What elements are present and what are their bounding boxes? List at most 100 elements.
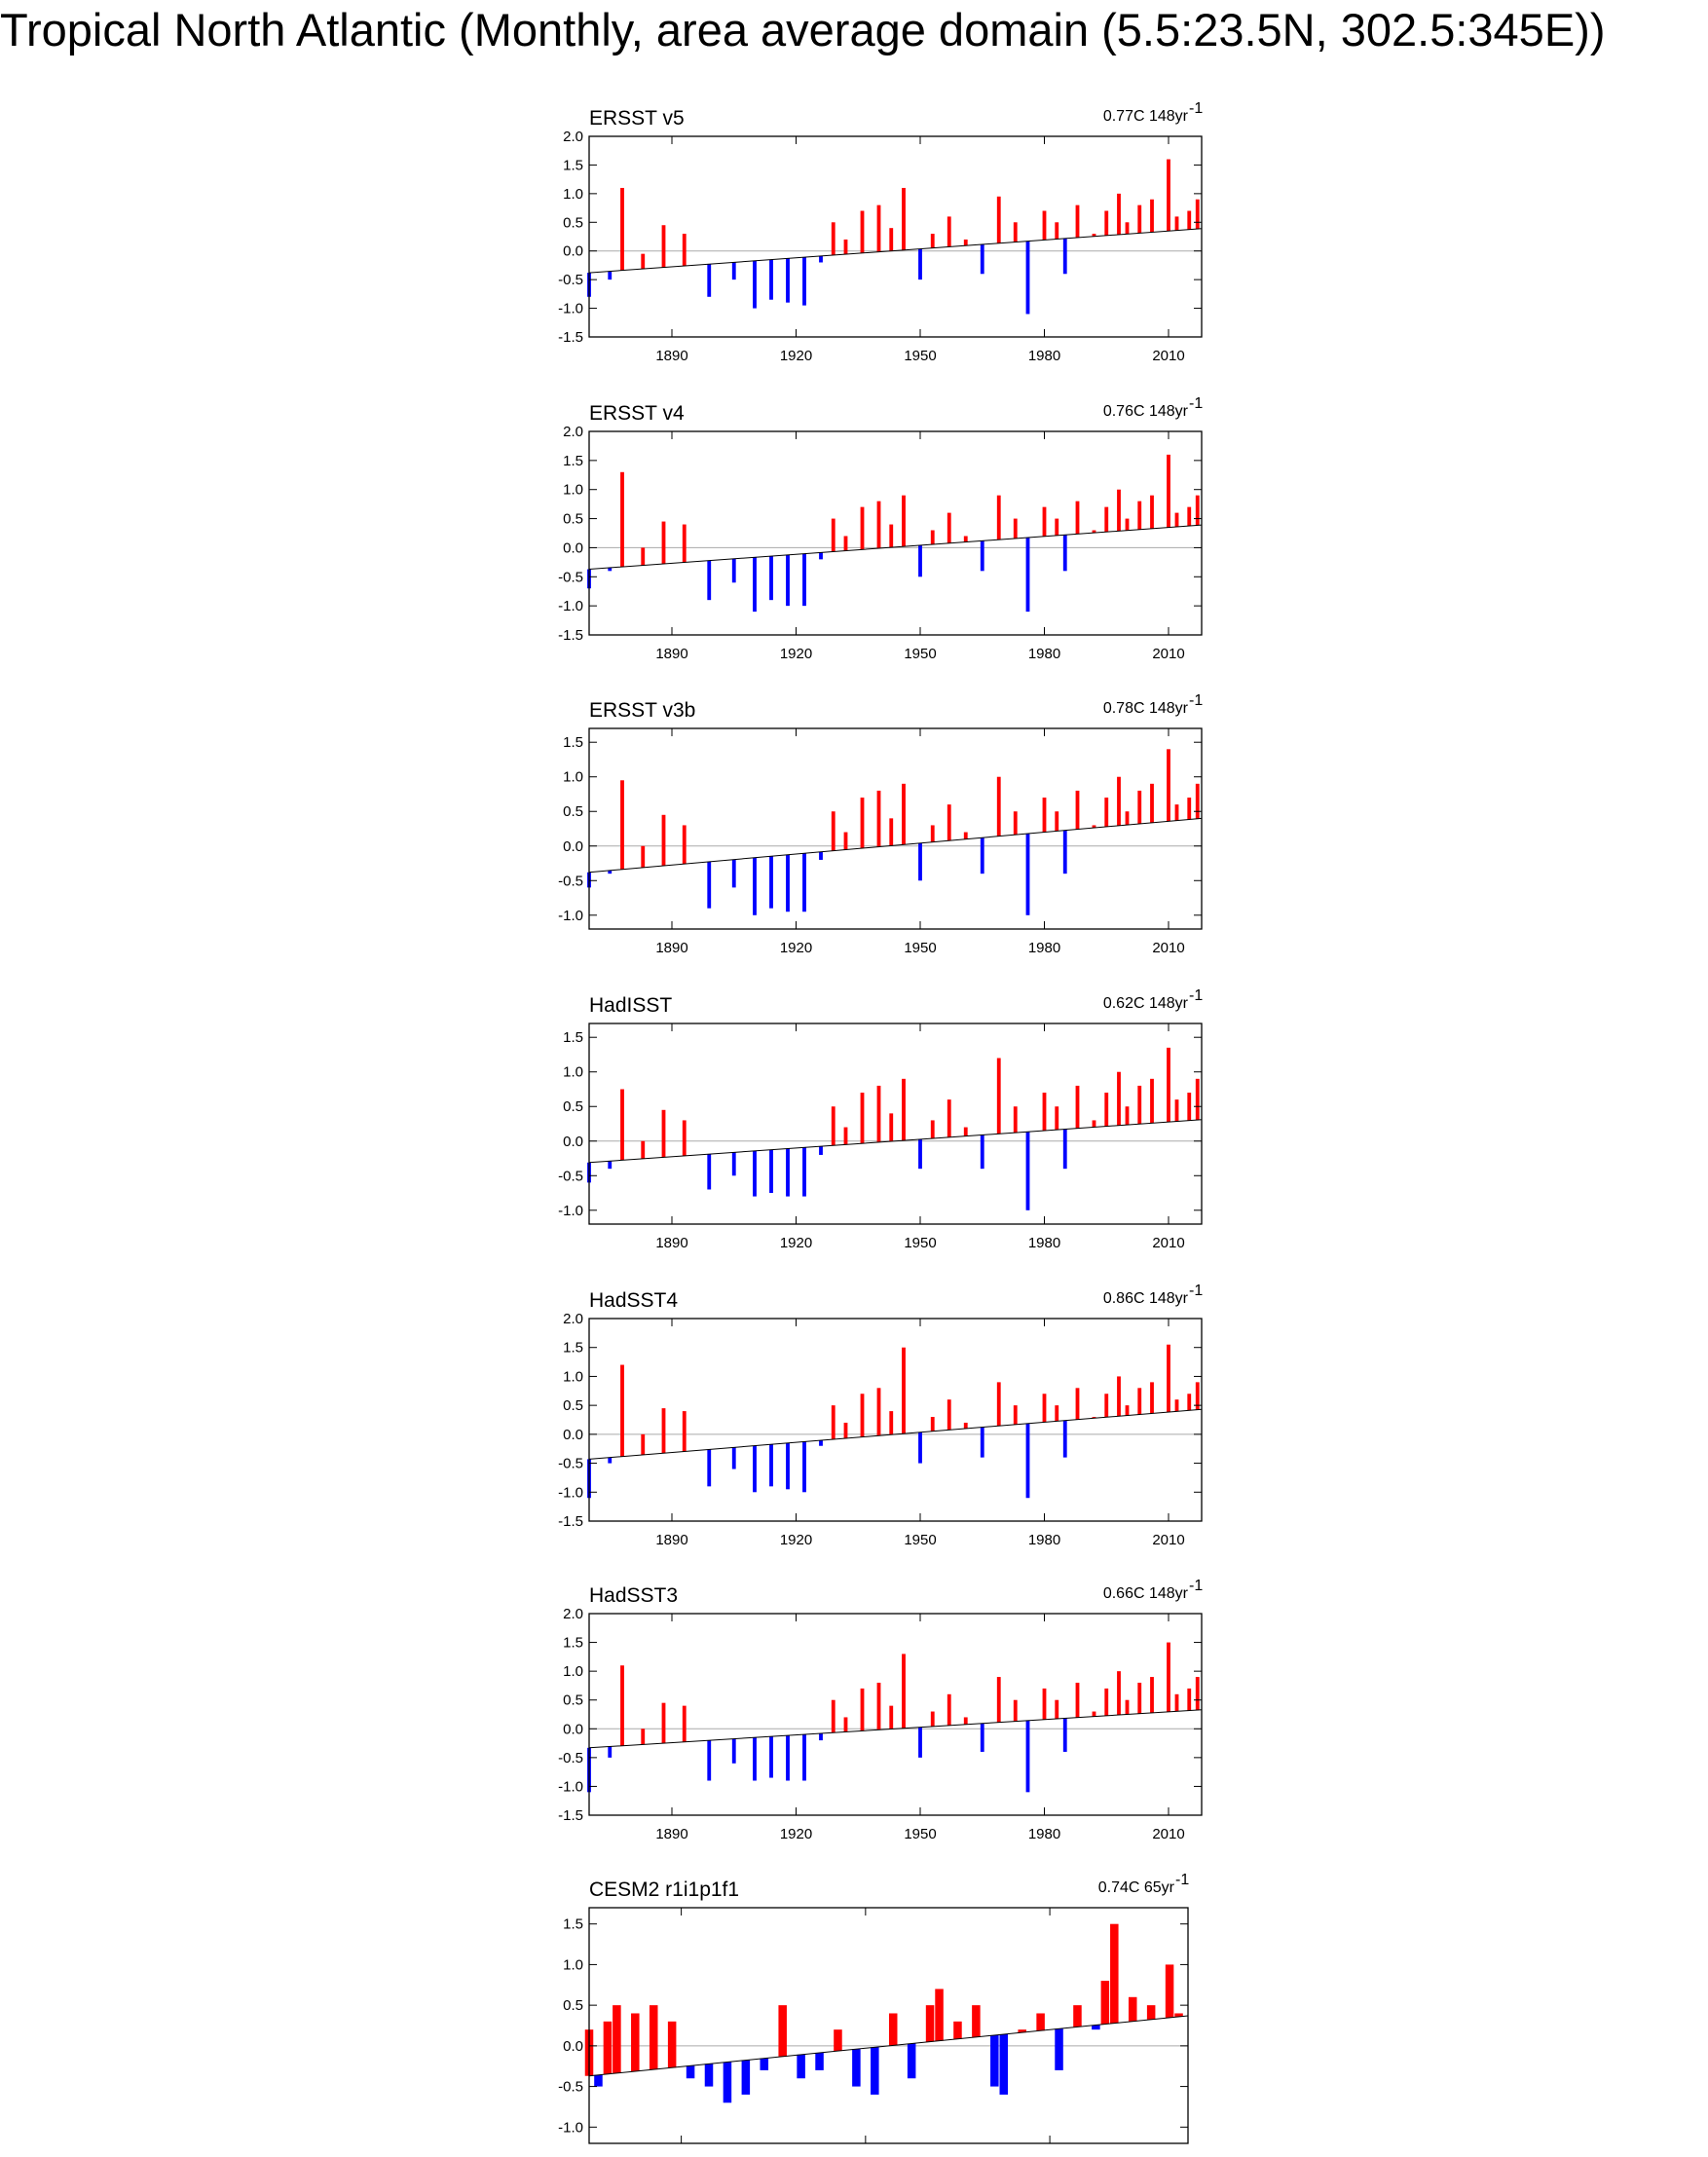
y-tick-label: 0.5	[563, 803, 583, 820]
data-bar	[930, 234, 935, 248]
trend-label: 0.76C 148yr	[1103, 403, 1189, 420]
data-bar	[613, 2005, 621, 2073]
data-bar	[620, 1665, 624, 1746]
data-bar	[889, 524, 894, 548]
data-bar	[1167, 749, 1170, 822]
data-bar	[753, 857, 757, 915]
trend-exponent: -1	[1189, 1578, 1203, 1594]
data-bar	[963, 1422, 968, 1429]
data-bar	[860, 1394, 865, 1437]
data-bar	[876, 205, 881, 252]
x-tick-label: 1950	[904, 646, 936, 662]
data-bar	[731, 859, 736, 888]
data-bar	[1174, 512, 1179, 527]
trend-label: 0.77C 148yr	[1103, 108, 1189, 125]
data-bar	[996, 1382, 1001, 1427]
x-tick-label: 1980	[849, 2154, 881, 2157]
data-bar	[608, 271, 613, 280]
trend-line	[588, 228, 1203, 274]
data-bar	[661, 225, 666, 268]
data-bar	[649, 2005, 658, 2070]
data-bar	[819, 1733, 823, 1741]
data-bar	[1092, 1120, 1096, 1128]
data-bar	[1137, 501, 1142, 530]
data-bar	[753, 260, 757, 309]
data-bar	[1150, 1382, 1154, 1414]
data-bar	[907, 2043, 916, 2079]
data-bar	[682, 1705, 687, 1742]
data-bar	[1025, 538, 1030, 613]
y-tick-label: 1.5	[563, 157, 583, 173]
data-bar	[731, 1152, 736, 1176]
data-bar	[1125, 1699, 1130, 1715]
data-bar	[1125, 811, 1130, 826]
data-bar	[860, 210, 865, 253]
data-bar	[1013, 1106, 1018, 1134]
y-tick-label: -1.0	[558, 301, 583, 317]
trend-exponent: -1	[1175, 1872, 1189, 1888]
y-tick-label: 2.0	[563, 129, 583, 145]
data-bar	[947, 216, 951, 247]
data-bar	[860, 1688, 865, 1731]
data-bar	[1150, 199, 1154, 233]
data-bar	[1092, 530, 1096, 534]
trend-line	[588, 524, 1203, 571]
y-tick-label: 1.5	[563, 1916, 583, 1933]
data-bar	[902, 1347, 906, 1434]
data-bar	[802, 553, 806, 607]
data-bar	[686, 2065, 695, 2079]
x-tick-label: 1920	[780, 1826, 812, 1842]
data-bar	[1117, 1071, 1121, 1126]
y-tick-label: -0.5	[558, 272, 583, 288]
data-bar	[947, 512, 951, 543]
data-bar	[641, 1140, 646, 1159]
trend-exponent: -1	[1189, 100, 1203, 117]
x-tick-label: 2010	[1152, 646, 1184, 662]
data-bar	[843, 536, 848, 551]
y-tick-label: 0.0	[563, 539, 583, 556]
data-bar	[769, 856, 773, 909]
y-tick-label: 2.0	[563, 424, 583, 440]
y-tick-label: -0.5	[558, 569, 583, 585]
data-bar	[1165, 1964, 1174, 2018]
data-bar	[769, 1736, 773, 1778]
data-bar	[1195, 1078, 1200, 1121]
data-bar	[1042, 506, 1047, 537]
data-bar	[723, 2062, 732, 2103]
trend-label: 0.66C 148yr	[1103, 1585, 1189, 1602]
data-bar	[1075, 790, 1080, 830]
data-bar	[661, 521, 666, 565]
trend-label: 0.62C 148yr	[1103, 995, 1189, 1012]
data-bar	[1025, 834, 1030, 915]
data-bar	[980, 1134, 984, 1170]
data-bar	[1104, 506, 1109, 533]
data-bar	[1117, 1671, 1121, 1716]
x-tick-label: 1890	[655, 348, 687, 364]
data-bar	[1187, 210, 1192, 230]
data-bar	[1137, 1085, 1142, 1125]
data-bar	[815, 2052, 824, 2070]
data-bar	[1117, 193, 1121, 235]
y-tick-label: 1.0	[563, 1368, 583, 1385]
data-bar	[786, 1148, 790, 1197]
data-bar	[620, 1364, 624, 1457]
data-bar	[1174, 2013, 1183, 2017]
data-bar	[918, 842, 922, 881]
data-bar	[876, 790, 881, 847]
data-bar	[661, 1109, 666, 1158]
data-bar	[731, 1738, 736, 1764]
data-bar	[786, 554, 790, 607]
data-bar	[1174, 216, 1179, 231]
x-tick-label: 2010	[1152, 940, 1184, 956]
data-bar	[1055, 1699, 1059, 1719]
data-bar	[918, 248, 922, 280]
trend-line	[588, 817, 1203, 874]
trend-exponent: -1	[1189, 987, 1203, 1004]
data-bar	[1062, 238, 1067, 275]
data-bar	[594, 2074, 603, 2087]
x-tick-label: 2010	[1152, 348, 1184, 364]
data-bar	[1150, 495, 1154, 529]
y-tick-label: 2.0	[563, 1606, 583, 1622]
data-bar	[999, 2033, 1009, 2095]
data-bar	[1042, 1093, 1047, 1132]
